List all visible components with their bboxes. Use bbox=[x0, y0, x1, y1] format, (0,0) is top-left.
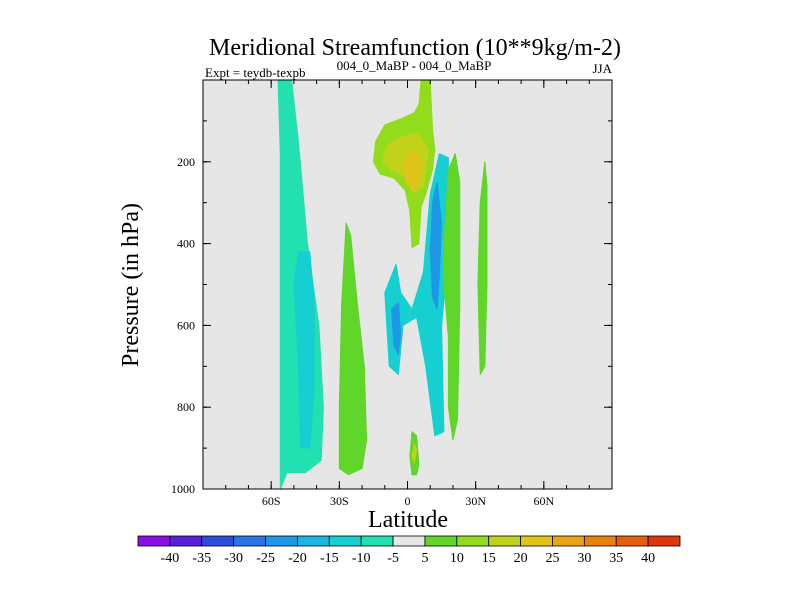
chart-title: Meridional Streamfunction (10**9kg/m-2) bbox=[209, 35, 621, 61]
x-tick-label: 60S bbox=[262, 494, 281, 508]
x-tick-label: 0 bbox=[405, 494, 411, 508]
colorbar-swatch bbox=[265, 535, 298, 547]
contour-regions bbox=[277, 79, 488, 490]
colorbar-label: 25 bbox=[545, 551, 559, 566]
colorbar-label: -30 bbox=[224, 551, 243, 566]
colorbar-label: -15 bbox=[320, 551, 339, 566]
experiment-label: Expt = teydb-texpb bbox=[205, 65, 305, 80]
region-eq-blue-core-south bbox=[391, 302, 402, 355]
colorbar-label: -25 bbox=[256, 551, 275, 566]
colorbar-swatch bbox=[456, 535, 490, 547]
region-eq-bottom-yellow bbox=[411, 443, 418, 463]
y-axis-ticks: 200 400 600 800 1000 bbox=[171, 79, 612, 496]
region-upper-orange-core bbox=[402, 151, 422, 191]
colorbar-swatch bbox=[392, 535, 426, 547]
colorbar-label: 15 bbox=[482, 551, 496, 566]
colorbar-swatch bbox=[552, 535, 585, 547]
y-tick-label: 800 bbox=[177, 400, 195, 414]
colorbar-swatch bbox=[647, 535, 681, 547]
y-tick-label: 600 bbox=[177, 318, 195, 332]
region-eq-blue-core-north bbox=[429, 181, 443, 310]
colorbar-label: -10 bbox=[352, 551, 371, 566]
colorbar-swatch bbox=[297, 535, 330, 547]
colorbar-swatch bbox=[583, 535, 617, 547]
colorbar-swatch bbox=[360, 535, 394, 547]
y-tick-label: 200 bbox=[177, 155, 195, 169]
y-axis-label: Pressure (in hPa) bbox=[118, 203, 144, 367]
colorbar-swatch bbox=[137, 535, 171, 547]
colorbar-swatch bbox=[169, 535, 203, 547]
colorbar-swatch bbox=[615, 535, 649, 547]
x-tick-label: 60N bbox=[533, 494, 554, 508]
region-nh-green-far bbox=[477, 161, 488, 375]
region-sh-light-blue-core bbox=[293, 251, 315, 449]
colorbar-label: 5 bbox=[421, 551, 428, 566]
colorbar-label: -5 bbox=[387, 551, 399, 566]
colorbar-swatch bbox=[328, 535, 362, 547]
region-sh-green-band bbox=[338, 222, 368, 476]
region-nh-green-right bbox=[443, 153, 461, 441]
colorbar-swatch bbox=[233, 535, 266, 547]
y-tick-label: 1000 bbox=[171, 482, 195, 496]
colorbar-swatch bbox=[424, 535, 458, 547]
colorbar-label: 35 bbox=[609, 551, 623, 566]
y-tick-label: 400 bbox=[177, 237, 195, 251]
colorbar-label: 40 bbox=[641, 551, 655, 566]
colorbar-swatch bbox=[201, 535, 235, 547]
colorbar-swatch bbox=[488, 535, 521, 547]
colorbar-label: 30 bbox=[577, 551, 591, 566]
plot-area: 60S 30S 0 30N 60N 200 400 600 800 1000 bbox=[171, 79, 613, 508]
x-axis-ticks: 60S 30S 0 30N 60N bbox=[202, 80, 613, 508]
period-label: 004_0_MaBP - 004_0_MaBP bbox=[337, 58, 492, 73]
x-axis-label: Latitude bbox=[368, 507, 448, 533]
x-tick-label: 30S bbox=[330, 494, 349, 508]
x-tick-label: 30N bbox=[465, 494, 486, 508]
colorbar: -40 -35 -30 -25 -20 -15 -10 -5 5 10 15 20 25 30 35 40 bbox=[137, 535, 681, 566]
colorbar-label: 20 bbox=[514, 551, 528, 566]
colorbar-swatch bbox=[520, 535, 553, 547]
colorbar-label: 10 bbox=[450, 551, 464, 566]
colorbar-label: -35 bbox=[192, 551, 211, 566]
season-label: JJA bbox=[592, 61, 612, 76]
colorbar-label: -40 bbox=[161, 551, 180, 566]
colorbar-label: -20 bbox=[288, 551, 307, 566]
